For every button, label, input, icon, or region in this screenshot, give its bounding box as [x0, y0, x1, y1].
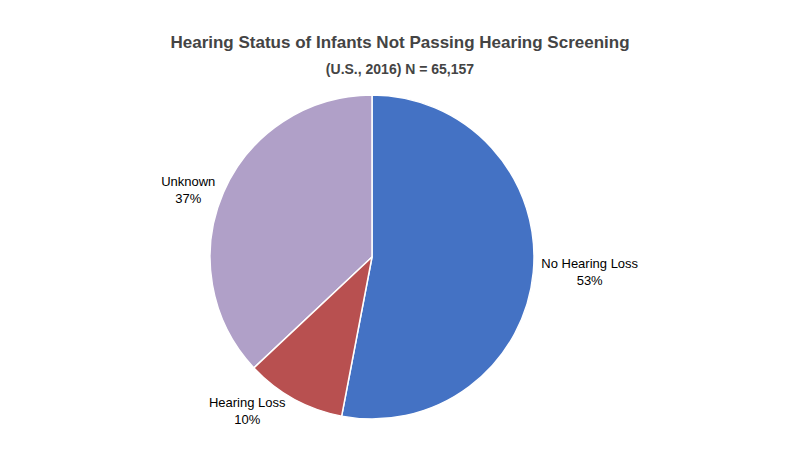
svg-text:(U.S., 2016) N = 65,157: (U.S., 2016) N = 65,157 — [326, 61, 474, 77]
svg-text:Hearing Loss10%: Hearing Loss10% — [209, 395, 286, 427]
svg-text:No Hearing Loss53%: No Hearing Loss53% — [541, 256, 638, 288]
svg-text:Hearing Status of Infants Not: Hearing Status of Infants Not Passing He… — [170, 33, 629, 52]
svg-text:Unknown37%: Unknown37% — [161, 174, 215, 206]
